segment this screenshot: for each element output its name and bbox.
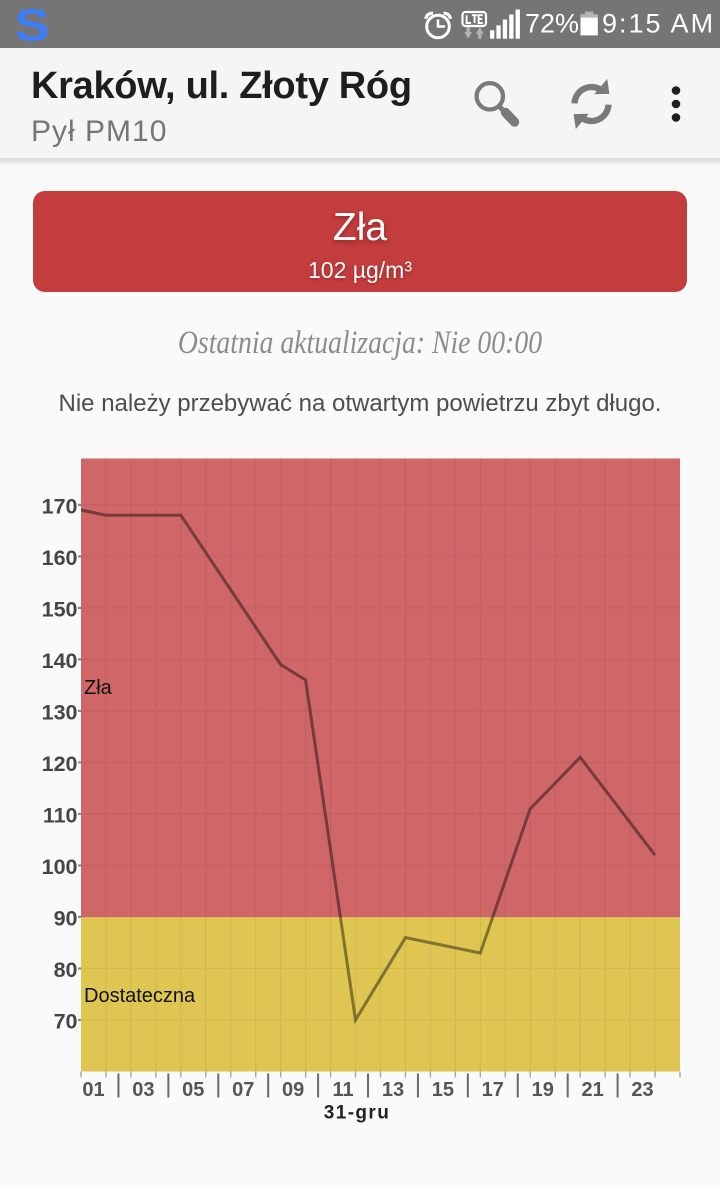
svg-text:07: 07 [232, 1079, 254, 1101]
svg-text:05: 05 [182, 1079, 204, 1101]
svg-text:100: 100 [42, 855, 78, 879]
svg-text:90: 90 [54, 907, 78, 931]
svg-text:130: 130 [42, 700, 78, 724]
svg-text:150: 150 [42, 597, 78, 621]
svg-text:S: S [15, 0, 51, 50]
svg-text:23: 23 [631, 1079, 653, 1101]
svg-text:13: 13 [382, 1079, 404, 1101]
svg-text:9:15 AM: 9:15 AM [602, 8, 715, 38]
svg-text:Dostateczna: Dostateczna [84, 985, 196, 1007]
svg-text:70: 70 [54, 1010, 78, 1034]
svg-text:140: 140 [42, 649, 78, 673]
svg-text:72%: 72% [525, 8, 579, 38]
svg-text:160: 160 [42, 546, 78, 570]
svg-text:01: 01 [82, 1079, 104, 1101]
svg-text:15: 15 [432, 1079, 454, 1101]
svg-text:Zła: Zła [84, 677, 113, 699]
svg-text:11: 11 [332, 1079, 353, 1101]
svg-text:31-gru: 31-gru [324, 1103, 390, 1124]
svg-text:170: 170 [42, 494, 78, 518]
svg-text:03: 03 [132, 1079, 154, 1101]
svg-text:17: 17 [482, 1079, 504, 1101]
svg-text:19: 19 [532, 1079, 554, 1101]
svg-text:21: 21 [582, 1079, 604, 1101]
svg-text:09: 09 [282, 1079, 304, 1101]
svg-text:120: 120 [42, 752, 78, 776]
svg-text:110: 110 [43, 803, 78, 827]
svg-text:80: 80 [54, 958, 78, 982]
